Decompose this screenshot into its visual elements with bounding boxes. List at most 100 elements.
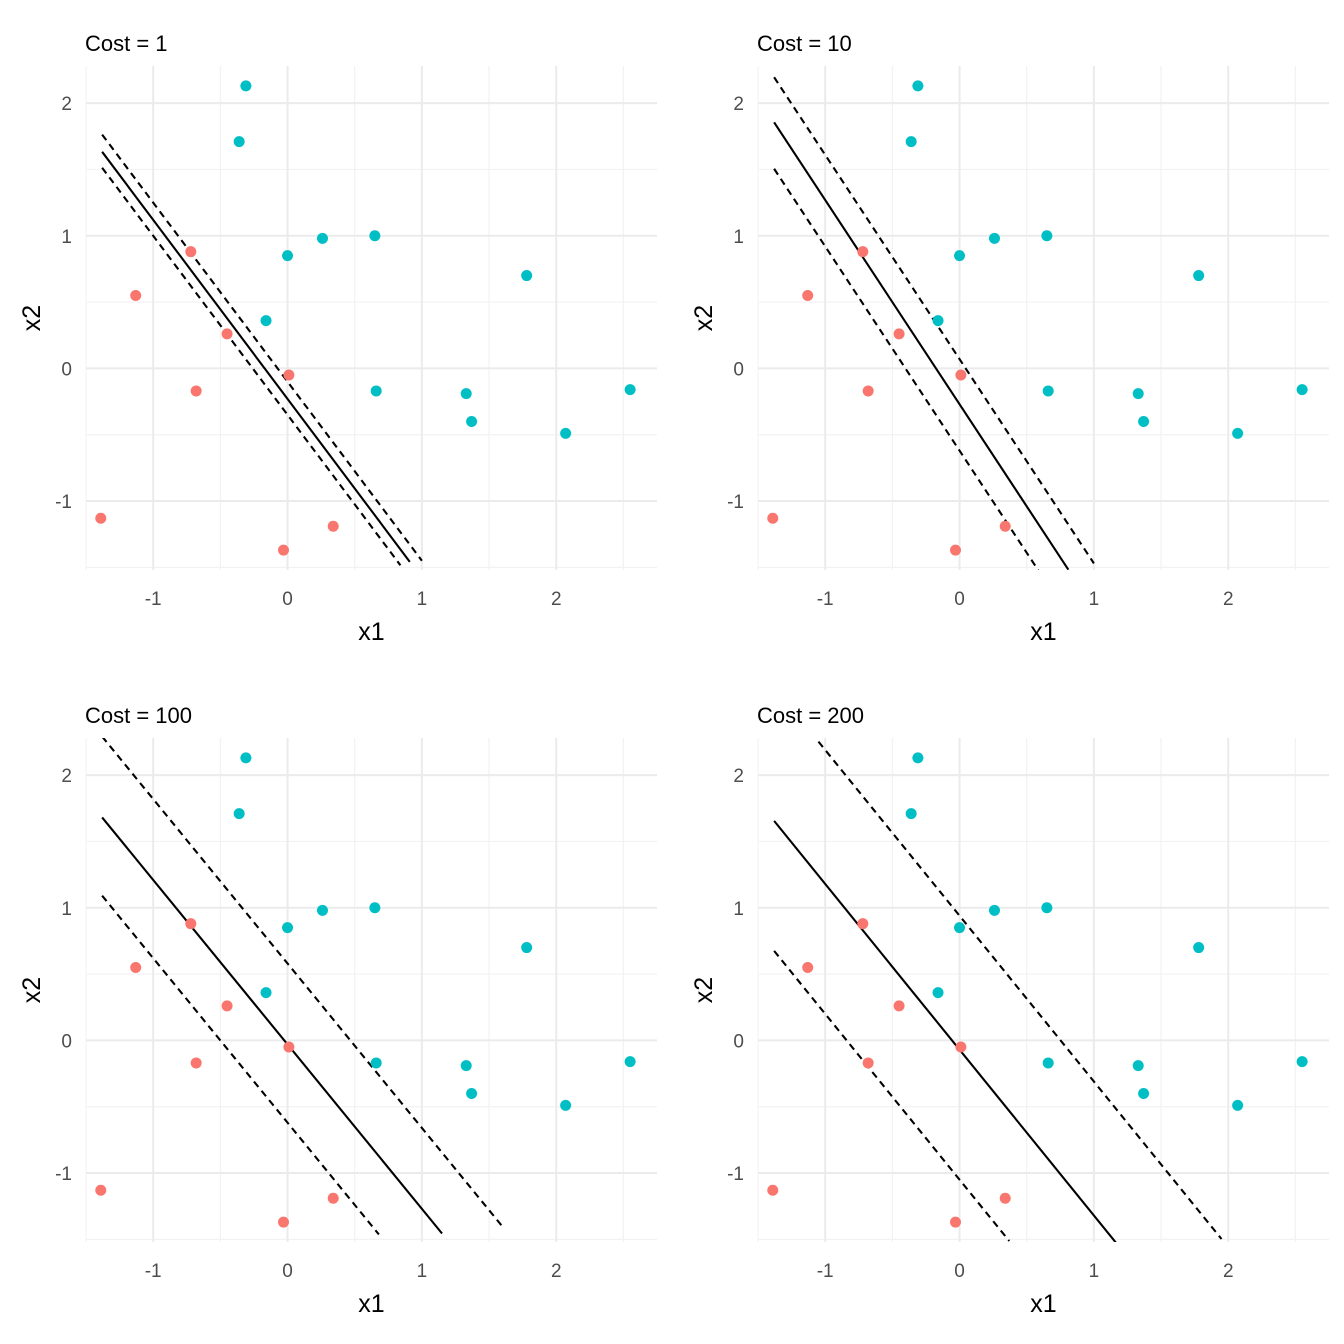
decision-boundary-line [773, 820, 1117, 1242]
boundary-lines [101, 738, 504, 1236]
x-axis-title: x1 [358, 1290, 384, 1318]
data-point-class-b [932, 987, 944, 999]
y-axis-title: x2 [690, 977, 718, 1003]
data-point-class-b [624, 1056, 636, 1068]
margin-line-2 [773, 168, 1040, 570]
y-tick-label: 2 [733, 766, 744, 787]
data-point-class-a [130, 961, 142, 973]
data-point-class-a [955, 1041, 967, 1053]
data-point-class-a [802, 961, 814, 973]
data-point-class-b [1296, 1056, 1308, 1068]
x-axis-title: x1 [358, 618, 384, 646]
data-point-class-b [316, 232, 328, 244]
data-point-class-a [999, 520, 1011, 532]
panel-1: -1 0 1 2 -1 0 1 2 x1 x2 Cost = 1 [18, 31, 657, 646]
x-tick-label: -1 [817, 1261, 834, 1282]
x-tick-label: 2 [551, 1261, 562, 1282]
x-tick-label: 0 [954, 589, 965, 610]
data-point-class-a [862, 1057, 874, 1069]
data-point-class-a [190, 385, 202, 397]
margin-line-1 [101, 133, 423, 562]
panel-3: -1 0 1 2 -1 0 1 2 x1 x2 Cost = 100 [18, 703, 657, 1318]
data-point-class-b [624, 384, 636, 396]
data-point-class-b [1042, 1057, 1054, 1069]
data-point-class-b [282, 250, 294, 262]
margin-line-2 [101, 167, 402, 566]
y-tick-label: 0 [61, 359, 72, 380]
boundary-lines [101, 133, 423, 566]
data-point-class-b [1193, 942, 1205, 954]
data-point-class-a [283, 369, 295, 381]
data-point-class-b [370, 1057, 382, 1069]
data-point-class-a [185, 918, 197, 930]
data-point-class-b [316, 904, 328, 916]
data-point-class-a [327, 1192, 339, 1204]
data-point-class-b [370, 385, 382, 397]
data-point-class-b [260, 315, 272, 327]
decision-boundary-line [101, 816, 443, 1235]
data-point-class-a [955, 369, 967, 381]
data-point-class-b [1232, 427, 1244, 439]
data-point-class-b [1042, 385, 1054, 397]
x-axis-title: x1 [1030, 1290, 1056, 1318]
data-point-class-a [949, 1216, 961, 1228]
data-point-class-a [893, 1000, 905, 1012]
data-point-class-b [988, 904, 1000, 916]
data-point-class-b [905, 808, 917, 820]
y-tick-label: 2 [61, 766, 72, 787]
data-point-class-b [460, 1060, 472, 1072]
y-tick-label: -1 [55, 1164, 72, 1185]
y-tick-label: -1 [727, 1164, 744, 1185]
data-point-class-b [1132, 388, 1144, 400]
y-tick-label: 1 [733, 899, 744, 920]
x-tick-label: -1 [145, 589, 162, 610]
data-point-class-b [233, 808, 245, 820]
y-tick-label: 0 [61, 1031, 72, 1052]
panel-4: -1 0 1 2 -1 0 1 2 x1 x2 Cost = 200 [690, 703, 1329, 1318]
data-point-class-b [932, 315, 944, 327]
x-axis-title: x1 [1030, 618, 1056, 646]
data-point-class-b [988, 232, 1000, 244]
y-tick-label: 0 [733, 1031, 744, 1052]
y-tick-label: 0 [733, 359, 744, 380]
data-point-class-b [912, 80, 924, 92]
y-tick-label: 1 [733, 227, 744, 248]
x-tick-label: 2 [1223, 1261, 1234, 1282]
data-point-class-b [240, 80, 252, 92]
data-point-class-b [466, 415, 478, 427]
y-tick-label: 1 [61, 899, 72, 920]
data-point-class-b [369, 230, 381, 242]
x-tick-label: 1 [1089, 1261, 1100, 1282]
data-point-class-b [954, 250, 966, 262]
x-tick-label: -1 [817, 589, 834, 610]
data-point-class-a [857, 246, 869, 258]
data-point-class-a [95, 1184, 107, 1196]
data-point-class-b [369, 902, 381, 914]
data-point-class-a [277, 544, 289, 556]
data-point-class-b [282, 922, 294, 934]
data-point-class-a [802, 289, 814, 301]
data-point-class-b [954, 922, 966, 934]
data-point-class-b [521, 942, 533, 954]
data-point-class-b [1296, 384, 1308, 396]
data-point-class-b [466, 1087, 478, 1099]
margin-line-1 [817, 740, 1223, 1240]
data-point-class-b [521, 270, 533, 282]
y-axis-title: x2 [18, 977, 46, 1003]
x-tick-label: 0 [282, 589, 293, 610]
data-point-class-a [130, 289, 142, 301]
data-point-class-a [221, 328, 233, 340]
data-point-class-b [240, 752, 252, 764]
data-point-class-b [1138, 1087, 1150, 1099]
data-point-class-b [905, 136, 917, 148]
data-point-class-b [1138, 415, 1150, 427]
margin-line-1 [101, 738, 504, 1228]
data-point-class-a [999, 1192, 1011, 1204]
decision-boundary-line [773, 121, 1070, 570]
data-point-class-a [190, 1057, 202, 1069]
x-tick-label: 1 [417, 1261, 428, 1282]
data-point-class-b [560, 1099, 572, 1111]
x-tick-label: 0 [954, 1261, 965, 1282]
data-point-class-b [1193, 270, 1205, 282]
